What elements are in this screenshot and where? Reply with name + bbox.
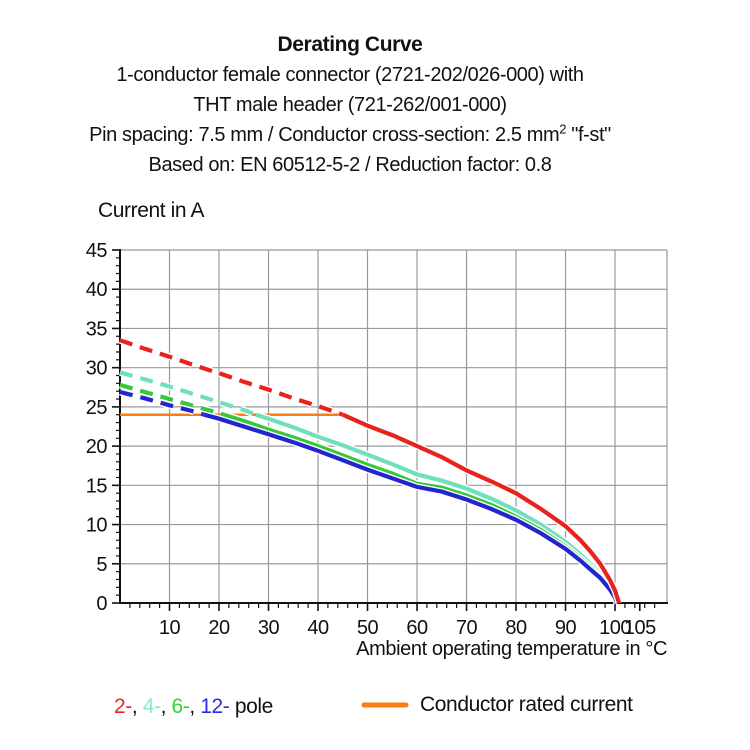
- x-tick-label: 70: [456, 617, 478, 639]
- y-tick-label: 35: [86, 318, 108, 340]
- y-tick-label: 15: [86, 475, 108, 497]
- y-tick-label: 5: [96, 554, 107, 576]
- legend-pole-part: 2-: [114, 695, 132, 718]
- y-tick-label: 30: [86, 358, 108, 380]
- y-tick-label: 40: [86, 279, 108, 301]
- x-tick-label: 105: [624, 617, 656, 639]
- y-axis-title: Current in A: [98, 199, 205, 222]
- legend-pole-part: 12-: [200, 695, 230, 718]
- chart-title-block: Derating Curve 1-conductor female connec…: [25, 30, 675, 180]
- y-tick-label: 45: [86, 240, 108, 262]
- legend-pole-counts: 2-, 4-, 6-, 12- pole: [114, 695, 273, 719]
- 2-pole-curve: [341, 412, 622, 604]
- 12-pole-curve-dashed: [119, 389, 205, 417]
- x-tick-label: 60: [406, 617, 428, 639]
- legend-pole-part: pole: [229, 695, 274, 718]
- legend-pole-part: ,: [189, 695, 201, 718]
- x-tick-label: 100: [599, 617, 631, 639]
- superscript-2: 2: [559, 121, 567, 137]
- x-tick-label: 40: [307, 617, 329, 639]
- x-tick-label: 50: [357, 617, 379, 639]
- 12-pole-curve: [203, 412, 619, 604]
- y-tick-label: 25: [86, 397, 108, 419]
- 2-pole-curve-casing: [341, 411, 623, 605]
- legend-pole-part: ,: [131, 695, 143, 718]
- chart-title: Derating Curve: [277, 33, 423, 56]
- legend-pole-part: 6-: [171, 695, 190, 718]
- x-axis-title: Ambient operating temperature in °C: [356, 638, 667, 660]
- legend-pole-part: 4-: [142, 695, 161, 718]
- 2-pole-curve-dashed: [119, 338, 344, 417]
- rated-current-label: Conductor rated current: [420, 693, 633, 716]
- x-tick-label: 90: [555, 617, 577, 639]
- 6-pole-curve-dashed: [119, 382, 225, 417]
- legend-rated-current: Conductor rated current: [361, 693, 633, 717]
- y-tick-label: 0: [96, 593, 107, 615]
- 6-pole-curve-casing: [222, 411, 621, 605]
- y-tick-label: 10: [86, 515, 108, 537]
- 4-pole-curve-dashed: [119, 370, 257, 417]
- chart-subtitle-header: THT male header (721-262/001-000): [193, 94, 507, 116]
- x-tick-label: 80: [505, 617, 527, 639]
- chart-subtitle-spec: Pin spacing: 7.5 mm / Conductor cross-se…: [89, 121, 611, 146]
- legend-pole-part: ,: [160, 695, 172, 718]
- y-tick-label: 20: [86, 436, 108, 458]
- x-tick-label: 20: [208, 617, 230, 639]
- x-tick-label: 30: [258, 617, 280, 639]
- rated-current-swatch: [361, 702, 409, 708]
- 6-pole-curve: [223, 412, 620, 604]
- chart-subtitle-standard: Based on: EN 60512-5-2 / Reduction facto…: [148, 154, 552, 176]
- x-tick-label: 10: [159, 617, 181, 639]
- chart-subtitle-connector: 1-conductor female connector (2721-202/0…: [116, 64, 584, 86]
